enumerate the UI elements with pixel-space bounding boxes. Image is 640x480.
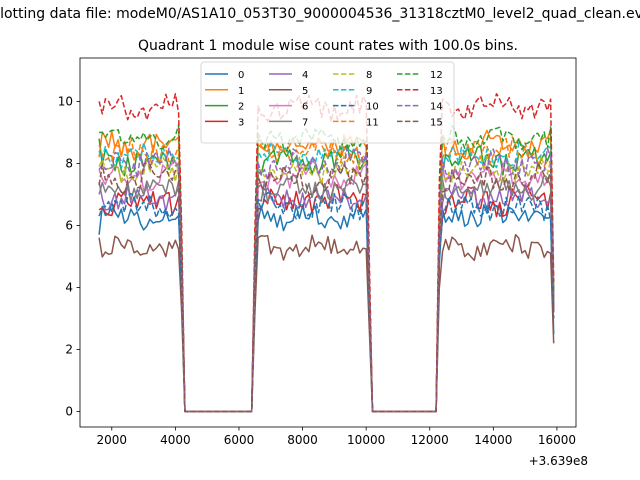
legend-label-12: 12 [430, 70, 443, 81]
series-line-5 [98, 233, 555, 413]
series-line-3 [98, 183, 555, 413]
y-tick-label: 10 [58, 94, 73, 108]
chart-title: Quadrant 1 module wise count rates with … [138, 38, 518, 54]
legend-label-11: 11 [366, 117, 379, 128]
x-tick-label: 6000 [224, 433, 255, 447]
y-tick-label: 2 [65, 342, 73, 356]
y-tick-label: 4 [65, 280, 73, 294]
legend-label-5: 5 [302, 86, 308, 97]
legend-box [200, 61, 455, 144]
series-line-13 [98, 93, 555, 413]
y-tick-label: 8 [65, 156, 73, 170]
x-tick-label: 12000 [411, 433, 449, 447]
legend-label-4: 4 [302, 70, 308, 81]
legend-label-0: 0 [238, 70, 244, 81]
series-line-11 [98, 135, 555, 413]
legend-label-1: 1 [238, 86, 244, 97]
x-tick-label: 4000 [160, 433, 191, 447]
plot-area: 2000 4000 6000 8000 10000 12000 14000 16000 0 2 4 6… [58, 57, 588, 468]
legend-label-6: 6 [302, 102, 308, 113]
series-line-4 [98, 181, 555, 413]
series-line-15 [98, 161, 555, 413]
x-tick-label: 10000 [347, 433, 385, 447]
axes-frame [79, 57, 577, 428]
legend-label-3: 3 [238, 117, 244, 128]
series-line-6 [98, 160, 555, 413]
series-line-9 [98, 141, 555, 413]
figure-suptitle: Plotting data file: modeM0/AS1A10_053T30… [0, 6, 640, 22]
x-tick-label: 8000 [287, 433, 318, 447]
x-offset-label: +3.639e8 [529, 454, 588, 468]
legend-label-2: 2 [238, 102, 244, 113]
y-tick-label: 0 [65, 404, 73, 418]
series-lines [98, 93, 555, 413]
legend-label-8: 8 [366, 70, 372, 81]
y-tick-label: 6 [65, 218, 73, 232]
series-line-14 [98, 147, 555, 413]
x-tick-label: 16000 [538, 433, 576, 447]
legend-label-15: 15 [430, 117, 443, 128]
legend-label-9: 9 [366, 86, 372, 97]
legend-label-7: 7 [302, 117, 308, 128]
x-tick-label: 2000 [97, 433, 128, 447]
x-tick-label: 14000 [474, 433, 512, 447]
legend-label-14: 14 [430, 102, 443, 113]
legend-label-13: 13 [430, 86, 443, 97]
legend-label-10: 10 [366, 102, 379, 113]
